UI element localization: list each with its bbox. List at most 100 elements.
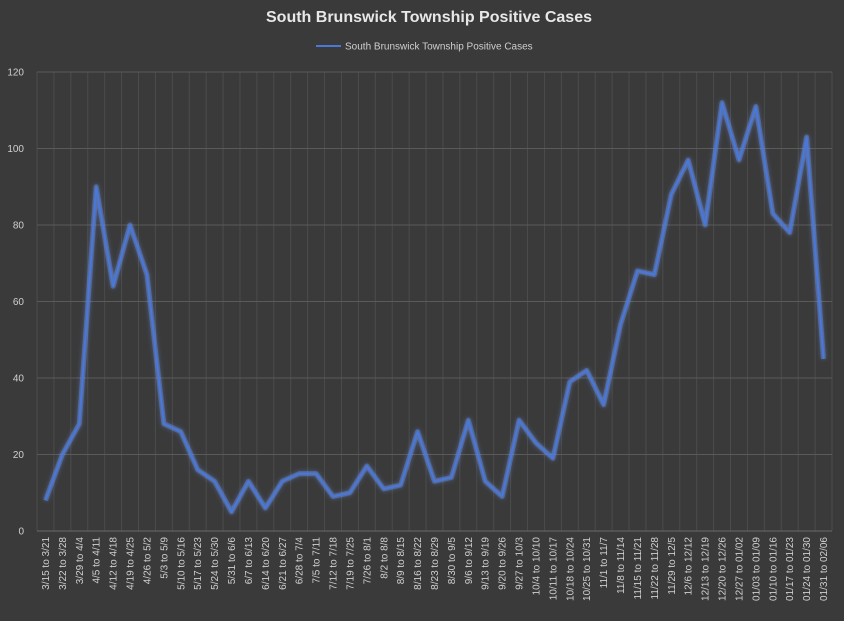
data-point[interactable]	[551, 456, 555, 460]
x-tick-label: 11/22 to 11/28	[650, 537, 661, 600]
data-point[interactable]	[128, 223, 132, 227]
data-point[interactable]	[331, 495, 335, 499]
data-point[interactable]	[737, 158, 741, 162]
y-tick-label: 40	[13, 374, 25, 385]
data-point[interactable]	[771, 212, 775, 216]
data-point[interactable]	[43, 498, 47, 502]
x-tick-label: 6/21 to 6/27	[278, 537, 289, 590]
legend-label: South Brunswick Township Positive Cases	[345, 42, 533, 53]
x-tick-label: 3/29 to 4/4	[75, 537, 86, 585]
data-point[interactable]	[399, 483, 403, 487]
data-point[interactable]	[602, 403, 606, 407]
data-point[interactable]	[754, 104, 758, 108]
x-tick-label: 12/13 to 12/19	[701, 537, 712, 601]
x-tick-label: 7/12 to 7/18	[329, 537, 340, 590]
y-tick-label: 100	[7, 144, 24, 155]
x-tick-label: 8/2 to 8/8	[379, 537, 390, 579]
data-point[interactable]	[449, 475, 453, 479]
x-tick-label: 5/3 to 5/9	[159, 537, 170, 579]
y-tick-label: 0	[18, 527, 24, 538]
x-tick-label: 8/16 to 8/22	[413, 537, 424, 590]
data-point[interactable]	[94, 185, 98, 189]
data-point[interactable]	[466, 418, 470, 422]
data-point[interactable]	[619, 322, 623, 326]
x-tick-label: 11/8 to 11/14	[616, 537, 627, 594]
x-tick-label: 5/10 to 5/16	[176, 537, 187, 590]
x-tick-label: 4/26 to 5/2	[142, 537, 153, 585]
y-tick-label: 20	[13, 450, 25, 461]
data-point[interactable]	[297, 472, 301, 476]
data-point[interactable]	[433, 479, 437, 483]
data-point[interactable]	[280, 479, 284, 483]
data-point[interactable]	[822, 357, 826, 361]
data-point[interactable]	[60, 453, 64, 457]
x-tick-label: 6/28 to 7/4	[295, 537, 306, 585]
x-tick-label: 11/29 to 12/5	[667, 537, 678, 595]
data-point[interactable]	[263, 506, 267, 510]
data-point[interactable]	[568, 380, 572, 384]
x-tick-label: 10/11 to 10/17	[548, 537, 559, 601]
y-tick-label: 80	[13, 221, 25, 232]
data-point[interactable]	[703, 223, 707, 227]
data-point[interactable]	[788, 231, 792, 235]
x-tick-label: 01/17 to 01/23	[785, 537, 796, 601]
x-tick-label: 3/15 to 3/21	[41, 537, 52, 590]
data-point[interactable]	[585, 368, 589, 372]
data-point[interactable]	[314, 472, 318, 476]
data-point[interactable]	[483, 479, 487, 483]
data-point[interactable]	[77, 422, 81, 426]
x-tick-label: 8/9 to 8/15	[396, 537, 407, 585]
data-point[interactable]	[500, 495, 504, 499]
x-tick-label: 01/10 to 01/16	[768, 537, 779, 601]
data-point[interactable]	[534, 441, 538, 445]
x-tick-label: 8/23 to 8/29	[430, 537, 441, 590]
x-tick-label: 11/1 to 11/7	[599, 537, 610, 589]
data-point[interactable]	[213, 479, 217, 483]
data-point[interactable]	[805, 135, 809, 139]
x-tick-label: 12/20 to 12/26	[718, 537, 729, 601]
x-tick-label: 01/03 to 01/09	[751, 537, 762, 601]
series-line-glow	[43, 100, 827, 515]
data-point[interactable]	[686, 158, 690, 162]
data-point[interactable]	[348, 491, 352, 495]
x-tick-label: 10/4 to 10/10	[531, 537, 542, 596]
chart-title: South Brunswick Township Positive Cases	[266, 9, 592, 26]
legend[interactable]: South Brunswick Township Positive Cases	[316, 42, 533, 53]
x-tick-label: 3/22 to 3/28	[58, 537, 69, 590]
data-point[interactable]	[365, 464, 369, 468]
data-point[interactable]	[382, 487, 386, 491]
x-tick-label: 6/7 to 6/13	[244, 537, 255, 585]
data-point[interactable]	[162, 422, 166, 426]
data-point[interactable]	[111, 284, 115, 288]
series-line[interactable]	[44, 101, 825, 513]
data-point[interactable]	[179, 430, 183, 434]
data-point[interactable]	[517, 418, 521, 422]
x-tick-label: 9/20 to 9/26	[498, 537, 509, 590]
data-point[interactable]	[416, 430, 420, 434]
x-tick-label: 10/25 to 10/31	[582, 537, 593, 601]
x-tick-label: 4/12 to 4/18	[109, 537, 120, 590]
x-tick-label: 9/13 to 9/19	[481, 537, 492, 590]
x-tick-label: 12/6 to 12/12	[684, 537, 695, 596]
data-point[interactable]	[720, 101, 724, 105]
data-point[interactable]	[669, 192, 673, 196]
data-point[interactable]	[196, 468, 200, 472]
x-tick-label: 5/17 to 5/23	[193, 537, 204, 590]
data-point[interactable]	[145, 273, 149, 277]
y-tick-label: 60	[13, 297, 25, 308]
x-tick-label: 01/31 to 02/06	[819, 537, 830, 601]
x-tick-label: 7/5 to 7/11	[312, 537, 323, 584]
x-tick-label: 11/15 to 11/21	[633, 537, 644, 600]
data-point[interactable]	[230, 510, 234, 514]
x-tick-label: 4/19 to 4/25	[126, 537, 137, 590]
x-tick-label: 7/19 to 7/25	[345, 537, 356, 590]
x-tick-label: 4/5 to 4/11	[92, 537, 103, 584]
x-tick-label: 7/26 to 8/1	[362, 537, 373, 585]
data-point[interactable]	[635, 269, 639, 273]
data-point[interactable]	[246, 479, 250, 483]
data-point[interactable]	[652, 273, 656, 277]
x-tick-label: 12/27 to 01/02	[734, 537, 745, 601]
x-tick-label: 8/30 to 9/5	[447, 537, 458, 585]
